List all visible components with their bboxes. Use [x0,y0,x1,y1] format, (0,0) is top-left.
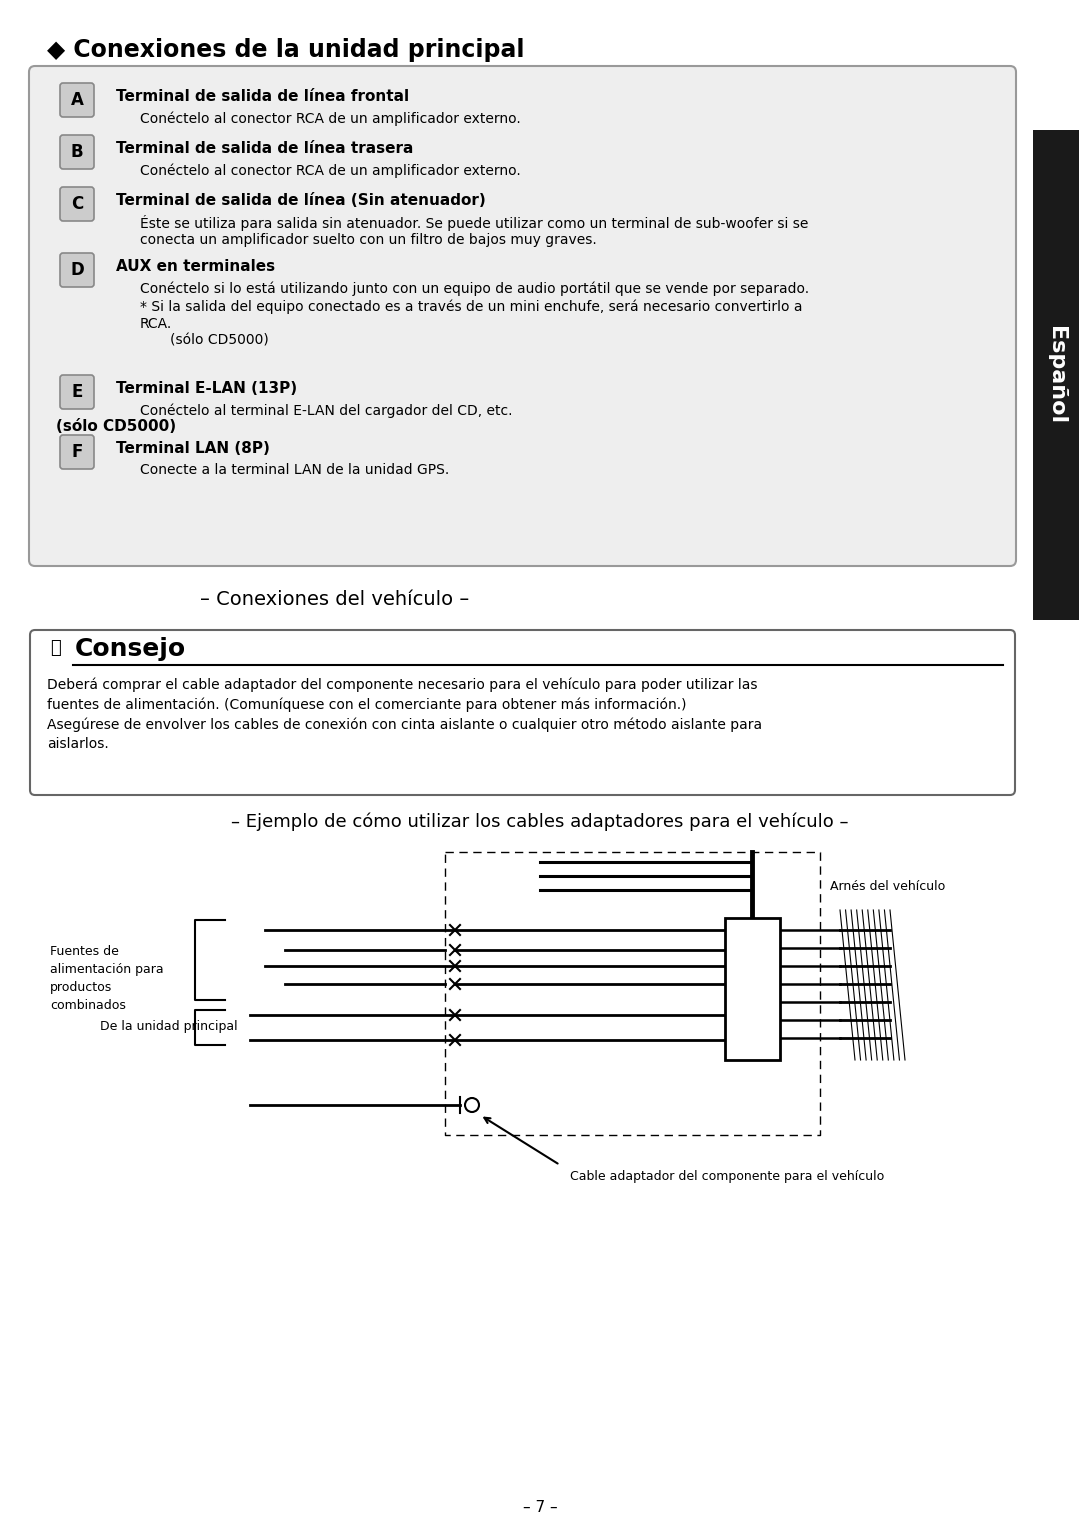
Text: Cable adaptador del componente para el vehículo: Cable adaptador del componente para el v… [570,1170,885,1183]
Text: Fuentes de
alimentación para
productos
combinados: Fuentes de alimentación para productos c… [50,944,164,1012]
Text: – Ejemplo de cómo utilizar los cables adaptadores para el vehículo –: – Ejemplo de cómo utilizar los cables ad… [231,811,849,831]
Text: Conéctelo si lo está utilizando junto con un equipo de audio portátil que se ven: Conéctelo si lo está utilizando junto co… [140,281,809,295]
Text: Terminal de salida de línea (Sin atenuador): Terminal de salida de línea (Sin atenuad… [116,193,486,208]
Bar [1032,130,1079,620]
Text: Conéctelo al conector RCA de un amplificador externo.: Conéctelo al conector RCA de un amplific… [140,112,521,125]
Text: C: C [71,196,83,212]
Text: – Conexiones del vehículo –: – Conexiones del vehículo – [200,590,469,610]
FancyBboxPatch shape [60,254,94,287]
Text: – 7 –: – 7 – [523,1500,557,1514]
Text: Arnés del vehículo: Arnés del vehículo [831,880,945,892]
Text: * Si la salida del equipo conectado es a través de un mini enchufe, será necesar: * Si la salida del equipo conectado es a… [140,299,802,313]
Text: Asegúrese de envolver los cables de conexión con cinta aislante o cualquier otro: Asegúrese de envolver los cables de cone… [48,717,762,732]
Bar [725,918,780,1060]
FancyBboxPatch shape [60,134,94,170]
Text: fuentes de alimentación. (Comuníquese con el comerciante para obtener más inform: fuentes de alimentación. (Comuníquese co… [48,697,687,712]
Text: Éste se utiliza para salida sin atenuador. Se puede utilizar como un terminal de: Éste se utiliza para salida sin atenuado… [140,215,808,231]
Text: A: A [70,92,83,108]
Text: De la unidad principal: De la unidad principal [100,1021,238,1033]
Text: Deberá comprar el cable adaptador del componente necesario para el vehículo para: Deberá comprar el cable adaptador del co… [48,677,757,692]
Text: D: D [70,261,84,280]
Text: aislarlos.: aislarlos. [48,736,109,750]
Text: (sólo CD5000): (sólo CD5000) [56,419,176,434]
Text: ◆ Conexiones de la unidad principal: ◆ Conexiones de la unidad principal [48,38,525,63]
Text: Terminal de salida de línea frontal: Terminal de salida de línea frontal [116,89,409,104]
Text: conecta un amplificador suelto con un filtro de bajos muy graves.: conecta un amplificador suelto con un fi… [140,232,597,248]
Text: AUX en terminales: AUX en terminales [116,260,275,274]
Text: Terminal E-LAN (13P): Terminal E-LAN (13P) [116,380,297,396]
Text: Consejo: Consejo [75,637,186,662]
Text: Conéctelo al conector RCA de un amplificador externo.: Conéctelo al conector RCA de un amplific… [140,163,521,177]
Text: Conéctelo al terminal E-LAN del cargador del CD, etc.: Conéctelo al terminal E-LAN del cargador… [140,403,513,417]
Text: Conecte a la terminal LAN de la unidad GPS.: Conecte a la terminal LAN de la unidad G… [140,463,449,477]
Text: 👆: 👆 [50,639,60,657]
Text: RCA.: RCA. [140,316,172,332]
Text: Español: Español [1047,325,1066,425]
FancyBboxPatch shape [60,83,94,118]
FancyBboxPatch shape [60,374,94,410]
Text: B: B [70,144,83,160]
Text: F: F [71,443,83,461]
FancyBboxPatch shape [60,186,94,222]
Text: Terminal LAN (8P): Terminal LAN (8P) [116,442,270,455]
Circle shape [465,1099,480,1112]
Text: E: E [71,384,83,400]
FancyBboxPatch shape [30,630,1015,795]
FancyBboxPatch shape [29,66,1016,565]
FancyBboxPatch shape [60,435,94,469]
Text: Terminal de salida de línea trasera: Terminal de salida de línea trasera [116,141,414,156]
Text: (sólo CD5000): (sólo CD5000) [170,333,269,347]
